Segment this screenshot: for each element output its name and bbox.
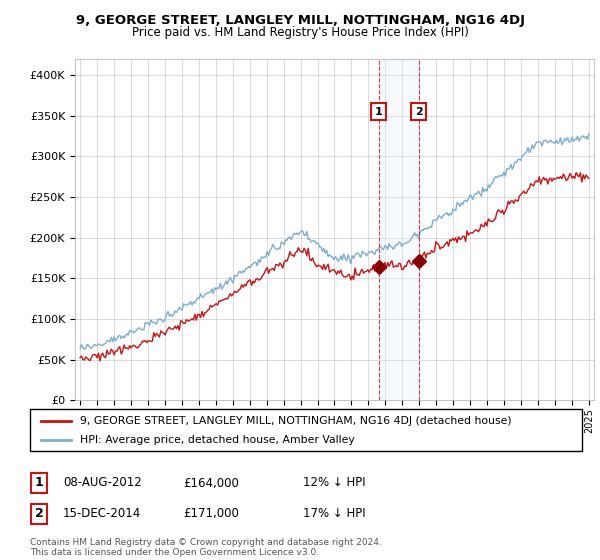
Text: 17% ↓ HPI: 17% ↓ HPI xyxy=(303,507,365,520)
Text: HPI: Average price, detached house, Amber Valley: HPI: Average price, detached house, Ambe… xyxy=(80,435,355,445)
Text: Contains HM Land Registry data © Crown copyright and database right 2024.
This d: Contains HM Land Registry data © Crown c… xyxy=(30,538,382,557)
Text: £171,000: £171,000 xyxy=(183,507,239,520)
Text: 12% ↓ HPI: 12% ↓ HPI xyxy=(303,477,365,489)
FancyBboxPatch shape xyxy=(30,409,582,451)
Text: 15-DEC-2014: 15-DEC-2014 xyxy=(63,507,141,520)
Text: £164,000: £164,000 xyxy=(183,477,239,489)
FancyBboxPatch shape xyxy=(31,473,47,493)
Text: 2: 2 xyxy=(35,507,43,520)
Text: 1: 1 xyxy=(35,477,43,489)
FancyBboxPatch shape xyxy=(31,504,47,524)
Text: Price paid vs. HM Land Registry's House Price Index (HPI): Price paid vs. HM Land Registry's House … xyxy=(131,26,469,39)
Text: 08-AUG-2012: 08-AUG-2012 xyxy=(63,477,142,489)
Text: 9, GEORGE STREET, LANGLEY MILL, NOTTINGHAM, NG16 4DJ (detached house): 9, GEORGE STREET, LANGLEY MILL, NOTTINGH… xyxy=(80,416,511,426)
Text: 1: 1 xyxy=(375,106,382,116)
Text: 9, GEORGE STREET, LANGLEY MILL, NOTTINGHAM, NG16 4DJ: 9, GEORGE STREET, LANGLEY MILL, NOTTINGH… xyxy=(76,14,524,27)
Bar xyxy=(379,59,419,400)
Text: 2: 2 xyxy=(415,106,422,116)
